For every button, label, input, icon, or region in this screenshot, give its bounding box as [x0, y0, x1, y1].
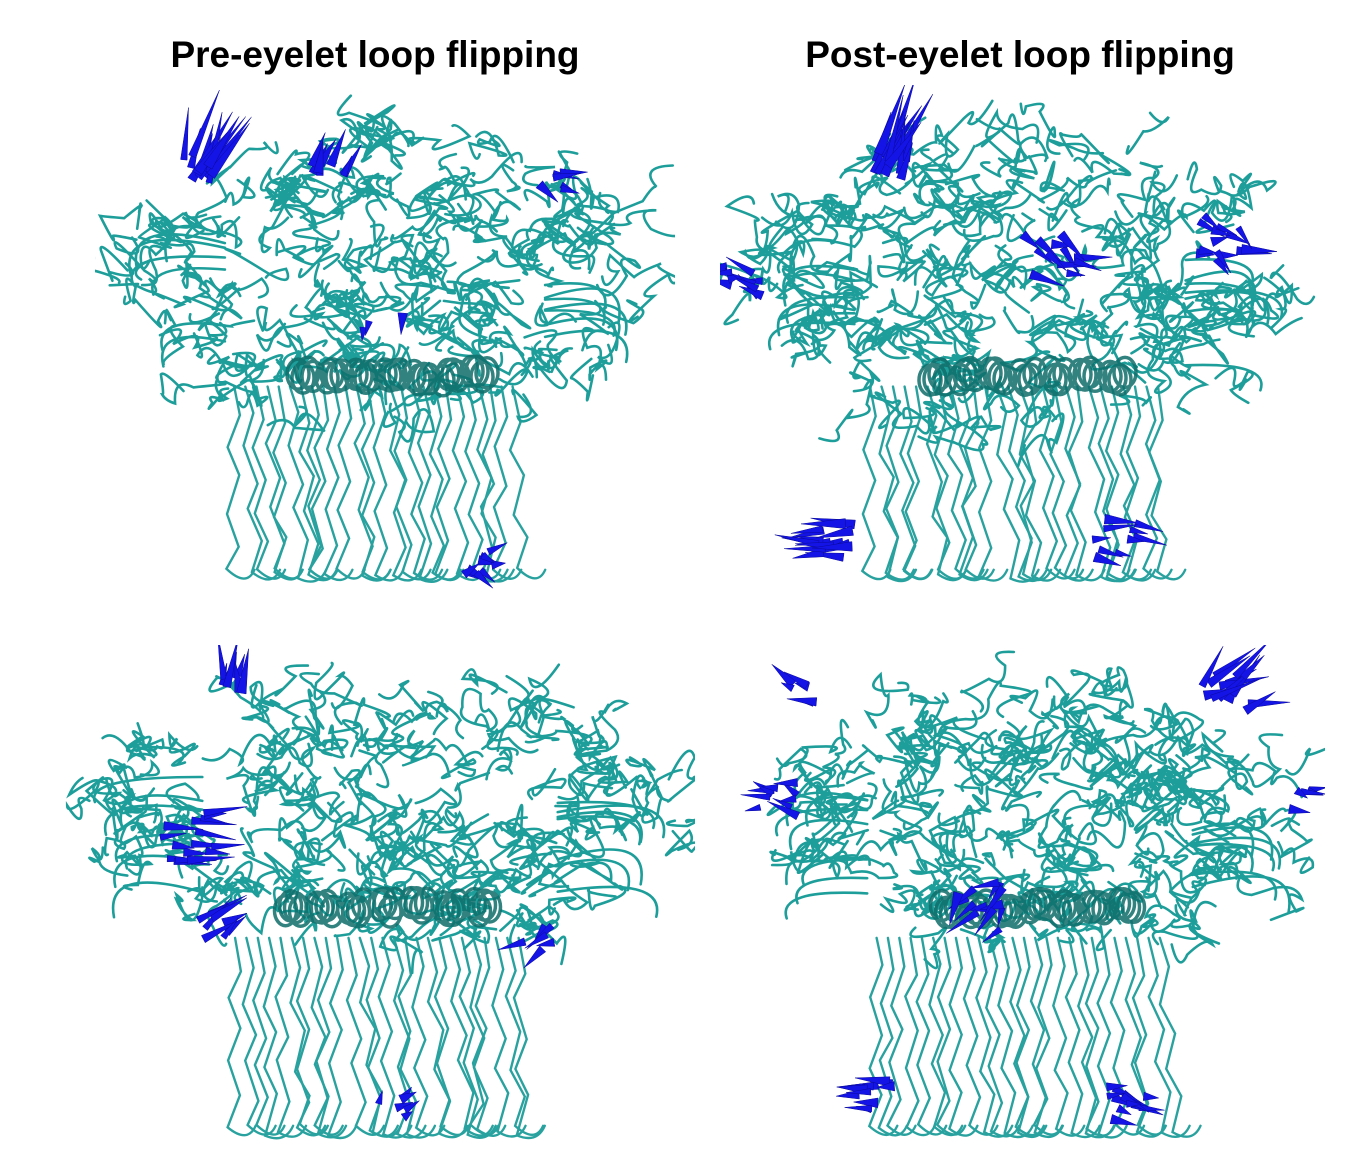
barrel-strands	[867, 936, 1202, 1139]
barrel-strands	[860, 385, 1187, 583]
helix-core	[272, 885, 503, 929]
motion-arrows	[180, 89, 588, 589]
motion-arrows	[740, 645, 1325, 1126]
post-eyelet-top-structure	[720, 85, 1320, 605]
barrel-strands	[224, 385, 547, 583]
post-eyelet-bottom-structure	[735, 645, 1325, 1150]
protein-structure-render	[65, 645, 695, 1140]
motion-arrows	[720, 85, 1278, 567]
post-eyelet-title: Post-eyelet loop flipping	[805, 34, 1235, 75]
pre-eyelet-top-structure	[95, 85, 675, 605]
motion-arrows	[159, 645, 556, 1122]
cap-loops	[766, 650, 1325, 970]
helix-core	[917, 355, 1138, 397]
cap-loops	[65, 661, 695, 975]
protein-structure-render	[720, 85, 1316, 583]
pre-eyelet-bottom-structure	[65, 645, 695, 1150]
cap-loops	[95, 94, 675, 443]
barrel-strands	[226, 936, 546, 1140]
pre-eyelet-title: Pre-eyelet loop flipping	[170, 34, 580, 75]
helix-core	[285, 354, 500, 398]
protein-structure-render	[740, 645, 1325, 1139]
protein-structure-render	[95, 89, 675, 589]
